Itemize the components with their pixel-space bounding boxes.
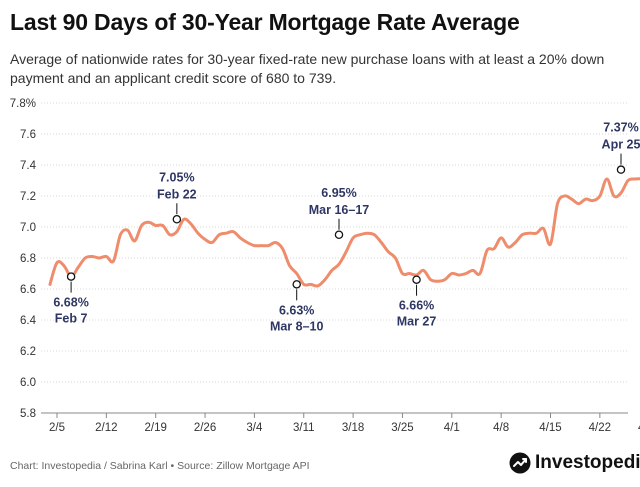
brand-name: Investopedia	[535, 452, 640, 473]
rate-series-line	[48, 177, 640, 288]
x-tick-label: 3/4	[246, 422, 263, 434]
annotation-marker	[334, 230, 344, 239]
annotation-date-label: Mar 8–10	[270, 319, 324, 333]
annotation-date-label: Mar 27	[397, 315, 437, 329]
y-tick-label: 7.2	[20, 191, 36, 203]
annotation-marker	[292, 280, 301, 289]
annotation-marker	[172, 214, 182, 224]
annotation-date-label: Apr 25	[602, 138, 640, 152]
y-tick-label: 6.0	[20, 377, 36, 389]
x-tick-label: 2/5	[49, 422, 65, 434]
x-tick-label: 4/8	[493, 422, 509, 434]
x-tick-label: 3/11	[293, 422, 315, 434]
annotation-value-label: 6.63%	[279, 303, 314, 317]
investopedia-logo-icon	[509, 452, 531, 474]
annotation-date-label: Feb 22	[157, 187, 197, 201]
annotation-marker	[412, 275, 421, 284]
x-tick-label: 3/25	[391, 422, 413, 434]
y-tick-label: 7.4	[20, 160, 37, 172]
annotation-value-label: 6.66%	[399, 299, 434, 313]
y-tick-label: 6.6	[20, 284, 36, 296]
annotation-value-label: 7.05%	[159, 170, 194, 184]
annotation-marker	[616, 165, 626, 174]
annotation-value-label: 7.37%	[603, 121, 638, 135]
annotation-date-label: Mar 16–17	[309, 203, 370, 217]
annotation-date-label: Feb 7	[55, 312, 88, 326]
source-credit: Chart: Investopedia / Sabrina Karl • Sou…	[10, 460, 310, 472]
x-tick-label: 3/18	[342, 422, 364, 434]
y-tick-label: 6.2	[20, 346, 36, 358]
annotation-value-label: 6.68%	[53, 296, 88, 310]
y-tick-label: 7.8%	[10, 98, 36, 110]
x-tick-label: 2/12	[95, 422, 117, 434]
x-tick-label: 4/15	[539, 422, 561, 434]
x-tick-label: 4/29	[638, 422, 640, 434]
x-tick-label: 2/26	[194, 422, 216, 434]
x-tick-label: 4/1	[444, 422, 460, 434]
annotation-marker	[66, 272, 76, 281]
y-tick-label: 6.8	[20, 253, 36, 265]
chart-title: Last 90 Days of 30-Year Mortgage Rate Av…	[10, 9, 520, 35]
y-tick-label: 5.8	[20, 408, 36, 420]
x-tick-label: 2/19	[145, 422, 167, 434]
x-tick-label: 4/22	[589, 422, 611, 434]
chart-subtitle: Average of nationwide rates for 30-year …	[10, 51, 605, 86]
y-tick-label: 7.6	[20, 129, 36, 141]
annotation-value-label: 6.95%	[321, 186, 356, 200]
y-tick-label: 7.0	[20, 222, 36, 234]
brand-logo: Investopedia	[509, 452, 640, 474]
y-tick-label: 6.4	[20, 315, 37, 327]
